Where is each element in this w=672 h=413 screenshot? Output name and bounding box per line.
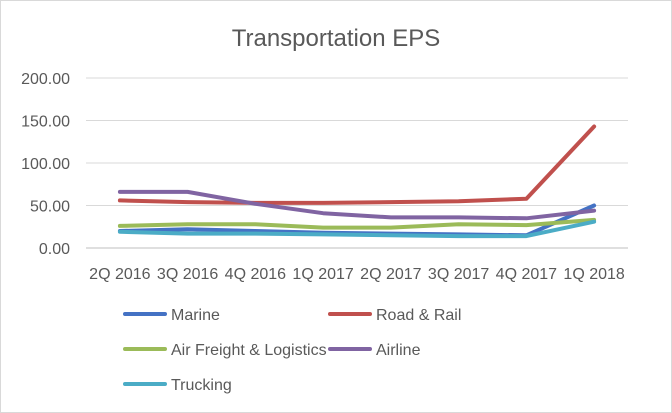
x-tick-label: 1Q 2018: [563, 266, 624, 283]
series-line-air-freight-logistics: [117, 217, 597, 230]
chart-title: Transportation EPS: [232, 25, 441, 52]
x-tick-label: 4Q 2016: [225, 266, 286, 283]
y-tick-label: 0.00: [39, 241, 70, 258]
x-tick-label: 1Q 2017: [292, 266, 353, 283]
gridlines: [86, 77, 628, 249]
series-line-marine: [117, 203, 597, 238]
y-axis-ticks: 0.00 50.00 100.00 150.00 200.00: [21, 71, 70, 258]
x-tick-label: 2Q 2016: [89, 266, 150, 283]
x-tick-label: 4Q 2017: [496, 266, 557, 283]
y-tick-label: 150.00: [21, 114, 70, 131]
series-lines: [117, 124, 597, 239]
series-line-trucking: [117, 219, 597, 239]
legend-label: Trucking: [171, 377, 232, 394]
legend-entry-airline: Airline: [328, 342, 421, 359]
legend-label: Airline: [376, 342, 421, 359]
series-line-road-rail: [117, 124, 597, 205]
y-tick-label: 100.00: [21, 156, 70, 173]
legend-label: Air Freight & Logistics: [171, 342, 327, 359]
legend: Marine Road & Rail Air Freight & Logistics…: [123, 307, 461, 394]
x-tick-label: 3Q 2017: [428, 266, 489, 283]
x-axis-ticks: 2Q 2016 3Q 2016 4Q 2016 1Q 2017 2Q 2017 3Q 20…: [89, 266, 625, 283]
legend-entry-trucking: Trucking: [123, 377, 232, 394]
x-tick-label: 2Q 2017: [360, 266, 421, 283]
legend-entry-marine: Marine: [123, 307, 220, 324]
y-tick-label: 200.00: [21, 71, 70, 88]
legend-entry-road-rail: Road & Rail: [328, 307, 461, 324]
legend-label: Road & Rail: [376, 307, 461, 324]
x-tick-label: 3Q 2016: [157, 266, 218, 283]
y-tick-label: 50.00: [30, 199, 70, 216]
legend-label: Marine: [171, 307, 220, 324]
legend-entry-air-freight-logistics: Air Freight & Logistics: [123, 342, 327, 359]
series-line-airline: [117, 189, 597, 221]
